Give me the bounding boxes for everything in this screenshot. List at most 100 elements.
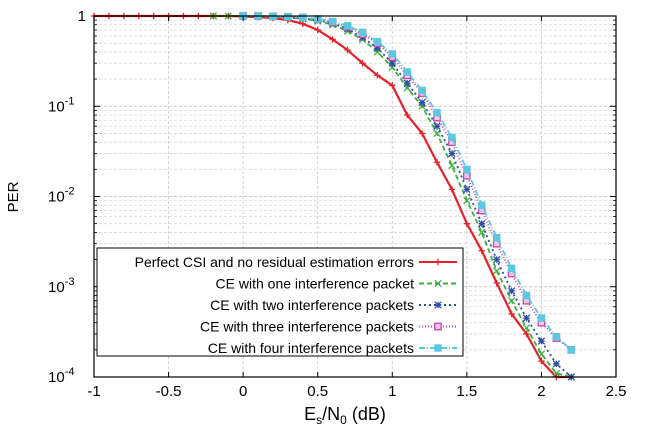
marker-shape: [448, 133, 456, 142]
marker-shape: [507, 287, 516, 295]
data-point: [538, 357, 545, 365]
data-point: [537, 337, 546, 345]
marker-shape: [343, 22, 352, 30]
data-point: [552, 360, 561, 368]
data-point: [434, 322, 442, 331]
marker-shape: [434, 344, 442, 352]
marker-shape: [373, 44, 382, 52]
data-point: [507, 264, 516, 273]
y-tick-label: 1: [78, 8, 86, 25]
marker-shape: [299, 20, 306, 27]
data-point: [373, 37, 382, 46]
marker-shape: [388, 59, 396, 67]
data-point: [463, 220, 471, 227]
marker-shape: [448, 161, 456, 170]
data-point: [448, 149, 456, 158]
data-point: [463, 196, 471, 205]
data-point: [418, 98, 426, 107]
data-point: [433, 108, 441, 117]
marker-shape: [478, 220, 486, 228]
x-tick-label: 0.5: [307, 383, 328, 400]
marker-shape: [537, 337, 546, 345]
marker-shape: [522, 291, 531, 300]
legend-label: CE with four interference packets: [208, 340, 414, 356]
data-point: [299, 13, 307, 22]
marker-shape: [507, 264, 516, 273]
marker-shape: [492, 233, 501, 242]
data-point: [403, 79, 411, 87]
x-tick-label: -1: [87, 383, 100, 400]
data-point: [343, 22, 352, 30]
data-point: [463, 165, 471, 174]
data-point: [359, 59, 366, 67]
data-point: [388, 59, 396, 67]
x-tick-label: 0: [239, 383, 247, 400]
marker-shape: [359, 59, 366, 67]
marker-shape: [328, 17, 337, 26]
data-point: [404, 111, 411, 119]
data-point: [493, 255, 501, 264]
data-point: [537, 350, 546, 358]
marker-shape: [403, 79, 411, 87]
y-axis-label: PER: [5, 181, 22, 212]
series-5: [239, 12, 575, 354]
x-tick-label: 2: [537, 383, 545, 400]
marker-shape: [358, 28, 367, 36]
data-point: [433, 122, 441, 130]
marker-shape: [493, 267, 501, 275]
marker-shape: [463, 196, 471, 205]
data-point: [448, 133, 456, 142]
data-point: [567, 346, 575, 354]
marker-shape: [537, 350, 546, 358]
data-point: [478, 220, 486, 228]
y-tick-label: 10-4: [48, 366, 74, 386]
x-tick-label: 1: [388, 383, 396, 400]
series-line: [243, 15, 572, 378]
marker-shape: [418, 98, 426, 107]
data-point: [374, 72, 381, 79]
data-point: [418, 130, 426, 137]
marker-shape: [344, 46, 351, 54]
marker-shape: [508, 310, 515, 318]
marker-shape: [478, 201, 486, 209]
legend-label: Perfect CSI and no residual estimation e…: [135, 254, 414, 270]
data-point: [434, 258, 442, 266]
data-point: [373, 44, 382, 52]
data-point: [507, 297, 516, 305]
data-point: [478, 201, 486, 209]
marker-shape: [463, 185, 471, 194]
y-tick-label: 10-3: [48, 276, 74, 296]
marker-shape: [388, 50, 396, 58]
marker-shape: [434, 301, 442, 309]
marker-shape: [567, 346, 575, 354]
marker-shape: [552, 369, 561, 377]
data-point: [299, 20, 306, 27]
data-point: [523, 330, 530, 338]
marker-shape: [374, 72, 381, 79]
axis-ticks: -1 -0.5 0 0.5 1 1.5 2 2.5 1 10-1 10-2 10-3 10-4: [48, 8, 626, 400]
y-tick-label: 10-2: [48, 186, 74, 206]
data-point: [388, 50, 396, 58]
marker-shape: [299, 13, 307, 22]
legend-label: CE with one interference packet: [216, 276, 415, 292]
marker-shape: [448, 149, 456, 158]
data-point: [448, 186, 456, 193]
data-point: [434, 344, 442, 352]
marker-shape: [434, 322, 442, 331]
marker-shape: [389, 82, 396, 89]
marker-shape: [478, 247, 485, 255]
marker-shape: [314, 26, 321, 34]
data-point: [552, 369, 561, 377]
data-point: [433, 158, 441, 166]
marker-shape: [434, 258, 442, 266]
data-point: [493, 267, 501, 275]
data-point: [448, 161, 456, 170]
marker-shape: [373, 37, 382, 46]
legend-label: CE with three interference packets: [200, 319, 414, 335]
data-point: [434, 279, 442, 288]
marker-shape: [284, 13, 292, 21]
data-point: [507, 287, 516, 295]
data-point: [493, 279, 500, 287]
data-point: [478, 247, 485, 255]
